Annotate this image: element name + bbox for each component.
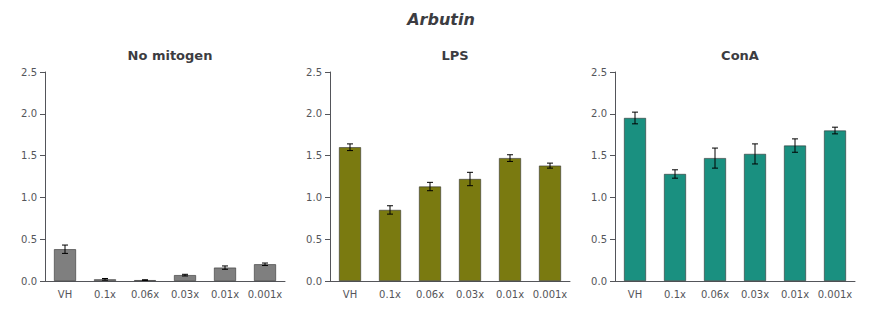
svg-text:2.5: 2.5	[21, 67, 37, 78]
svg-text:ConA: ConA	[721, 48, 759, 63]
svg-text:0.06x: 0.06x	[701, 289, 729, 300]
svg-text:0.01x: 0.01x	[211, 289, 239, 300]
svg-text:0.01x: 0.01x	[781, 289, 809, 300]
svg-text:2.5: 2.5	[306, 67, 322, 78]
svg-text:0.06x: 0.06x	[131, 289, 159, 300]
svg-text:Arbutin: Arbutin	[405, 10, 475, 29]
svg-text:0.03x: 0.03x	[171, 289, 199, 300]
svg-text:2.0: 2.0	[21, 108, 37, 119]
svg-text:0.5: 0.5	[306, 234, 322, 245]
svg-text:VH: VH	[58, 289, 72, 300]
svg-text:0.0: 0.0	[21, 276, 37, 287]
svg-text:1.0: 1.0	[306, 192, 322, 203]
svg-text:0.0: 0.0	[306, 276, 322, 287]
svg-text:1.5: 1.5	[306, 150, 322, 161]
svg-text:0.001x: 0.001x	[533, 289, 568, 300]
svg-text:0.001x: 0.001x	[818, 289, 853, 300]
svg-text:2.0: 2.0	[591, 108, 607, 119]
svg-text:0.1x: 0.1x	[379, 289, 401, 300]
svg-text:0.03x: 0.03x	[456, 289, 484, 300]
svg-text:2.0: 2.0	[306, 108, 322, 119]
svg-text:1.5: 1.5	[591, 150, 607, 161]
svg-text:1.5: 1.5	[21, 150, 37, 161]
svg-text:0.0: 0.0	[591, 276, 607, 287]
svg-text:0.1x: 0.1x	[664, 289, 686, 300]
svg-text:No mitogen: No mitogen	[128, 48, 213, 63]
svg-text:VH: VH	[343, 289, 357, 300]
svg-text:LPS: LPS	[441, 48, 468, 63]
svg-text:0.06x: 0.06x	[416, 289, 444, 300]
svg-text:0.01x: 0.01x	[496, 289, 524, 300]
svg-text:0.001x: 0.001x	[248, 289, 283, 300]
svg-text:1.0: 1.0	[21, 192, 37, 203]
svg-text:0.5: 0.5	[591, 234, 607, 245]
svg-text:0.5: 0.5	[21, 234, 37, 245]
svg-text:2.5: 2.5	[591, 67, 607, 78]
svg-text:0.1x: 0.1x	[94, 289, 116, 300]
svg-text:VH: VH	[628, 289, 642, 300]
svg-text:0.03x: 0.03x	[741, 289, 769, 300]
svg-text:1.0: 1.0	[591, 192, 607, 203]
